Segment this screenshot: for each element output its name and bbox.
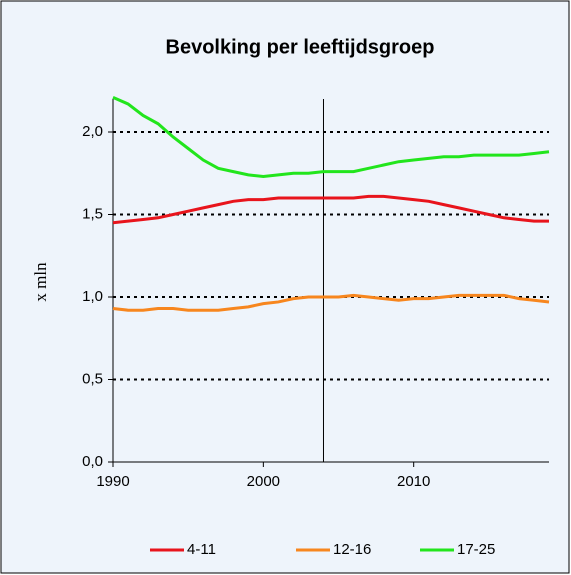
y-tick-label: 1,5 bbox=[82, 205, 103, 222]
data-line bbox=[112, 293, 550, 312]
y-axis-label: x mln bbox=[31, 262, 50, 302]
x-tick-label: 1990 bbox=[96, 473, 129, 490]
chart-title: Bevolking per leeftijdsgroep bbox=[166, 36, 435, 58]
y-tick-label: 0,0 bbox=[82, 453, 103, 470]
y-tick-label: 1,0 bbox=[82, 288, 103, 305]
x-tick-label: 2010 bbox=[397, 473, 430, 490]
y-tick-label: 2,0 bbox=[82, 123, 103, 140]
y-tick-label: 0,5 bbox=[82, 370, 103, 387]
legend-label: 17-25 bbox=[457, 541, 495, 558]
legend-label: 12-16 bbox=[333, 541, 371, 558]
legend-label: 4-11 bbox=[187, 541, 216, 558]
data-line bbox=[112, 95, 550, 179]
data-line bbox=[112, 194, 549, 225]
x-tick-label: 2000 bbox=[247, 473, 280, 490]
